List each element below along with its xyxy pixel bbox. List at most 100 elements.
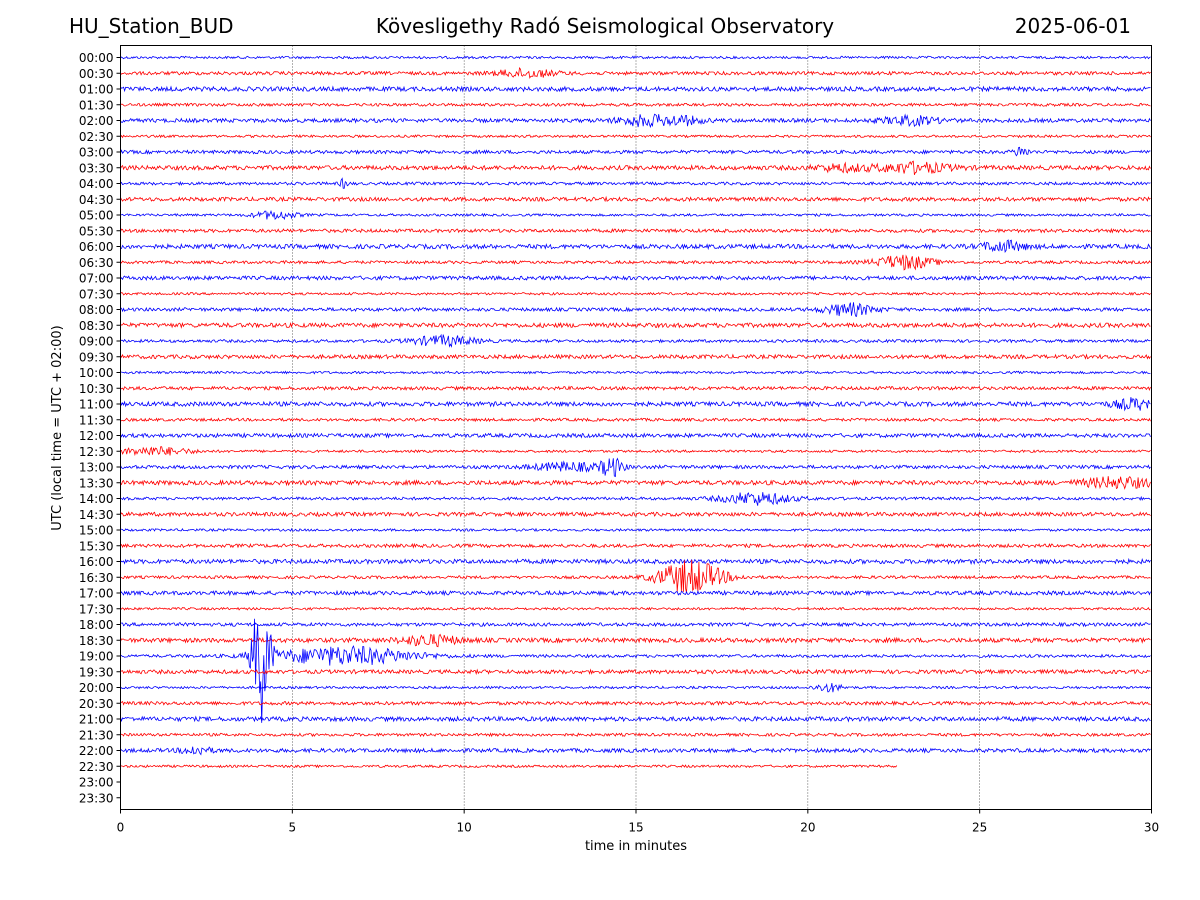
y-tick-label-03:00: 03:00	[79, 146, 114, 160]
seismic-traces	[120, 55, 1151, 769]
observatory-title: Kövesligethy Radó Seismological Observat…	[375, 14, 835, 38]
trace-20:30	[120, 700, 1151, 707]
y-tick-label-22:00: 22:00	[79, 744, 114, 758]
y-axis-label: UTC (local time = UTC + 02:00)	[50, 325, 65, 530]
y-tick-label-13:30: 13:30	[79, 476, 114, 490]
trace-16:00	[120, 557, 1151, 566]
y-tick-label-10:30: 10:30	[79, 382, 114, 396]
trace-08:00	[120, 302, 1151, 317]
x-tick-label-0: 0	[117, 821, 125, 835]
trace-20:00	[120, 683, 1151, 693]
trace-02:30	[120, 134, 1151, 139]
y-tick-label-00:30: 00:30	[79, 67, 114, 81]
trace-12:00	[120, 432, 1151, 439]
y-tick-label-21:30: 21:30	[79, 728, 114, 742]
x-axis-label: time in minutes	[585, 839, 687, 854]
trace-12:30	[120, 446, 1151, 457]
trace-00:00	[120, 55, 1151, 60]
trace-06:00	[120, 239, 1151, 253]
x-tick-label-15: 15	[628, 821, 643, 835]
trace-18:30	[120, 633, 1151, 648]
y-tick-label-13:00: 13:00	[79, 461, 114, 475]
y-tick-label-05:00: 05:00	[79, 209, 114, 223]
trace-17:00	[120, 589, 1151, 597]
trace-04:00	[120, 177, 1151, 189]
y-tick-label-23:00: 23:00	[79, 776, 114, 790]
y-tick-label-08:00: 08:00	[79, 303, 114, 317]
y-tick-label-03:30: 03:30	[79, 161, 114, 175]
trace-13:00	[120, 457, 1151, 478]
trace-21:00	[120, 715, 1151, 723]
y-tick-label-11:00: 11:00	[79, 398, 114, 412]
y-tick-label-07:30: 07:30	[79, 287, 114, 301]
y-tick-label-23:30: 23:30	[79, 791, 114, 805]
y-tick-label-17:30: 17:30	[79, 602, 114, 616]
trace-06:30	[120, 254, 1151, 271]
y-tick-label-14:30: 14:30	[79, 508, 114, 522]
trace-19:00	[120, 618, 1151, 723]
trace-04:30	[120, 195, 1151, 203]
trace-22:30	[120, 764, 898, 769]
y-tick-label-15:00: 15:00	[79, 524, 114, 538]
y-tick-label-21:00: 21:00	[79, 713, 114, 727]
y-tick-label-04:30: 04:30	[79, 193, 114, 207]
grid-lines	[292, 45, 980, 810]
trace-18:00	[120, 621, 1151, 628]
trace-09:30	[120, 353, 1151, 360]
trace-15:30	[120, 542, 1151, 549]
y-tick-label-22:30: 22:30	[79, 760, 114, 774]
y-tick-label-09:30: 09:30	[79, 350, 114, 364]
y-tick-label-02:00: 02:00	[79, 114, 114, 128]
trace-07:00	[120, 274, 1151, 282]
station-title: HU_Station_BUD	[69, 14, 234, 38]
trace-03:00	[120, 146, 1151, 157]
trace-05:30	[120, 227, 1151, 234]
y-tick-label-17:00: 17:00	[79, 587, 114, 601]
trace-05:00	[120, 209, 1151, 221]
trace-10:00	[120, 370, 1151, 375]
trace-21:30	[120, 732, 1151, 738]
trace-13:30	[120, 476, 1151, 490]
y-tick-label-00:00: 00:00	[79, 51, 114, 65]
y-tick-label-01:00: 01:00	[79, 83, 114, 97]
y-tick-label-18:00: 18:00	[79, 618, 114, 632]
y-tick-label-12:30: 12:30	[79, 445, 114, 459]
trace-22:00	[120, 746, 1151, 756]
y-tick-label-20:00: 20:00	[79, 681, 114, 695]
y-tick-label-11:30: 11:30	[79, 413, 114, 427]
trace-09:00	[120, 333, 1151, 348]
y-tick-label-15:30: 15:30	[79, 539, 114, 553]
y-tick-label-08:30: 08:30	[79, 319, 114, 333]
y-tick-label-14:00: 14:00	[79, 492, 114, 506]
date-title: 2025-06-01	[1014, 14, 1131, 38]
trace-14:30	[120, 511, 1151, 518]
y-tick-label-12:00: 12:00	[79, 429, 114, 443]
trace-01:00	[120, 85, 1151, 93]
x-tick-label-5: 5	[289, 821, 297, 835]
y-tick-label-19:30: 19:30	[79, 665, 114, 679]
trace-00:30	[120, 67, 1151, 79]
trace-17:30	[120, 606, 1151, 611]
y-tick-label-02:30: 02:30	[79, 130, 114, 144]
trace-01:30	[120, 102, 1151, 108]
x-tick-label-30: 30	[1144, 821, 1159, 835]
trace-10:30	[120, 385, 1151, 392]
x-tick-label-10: 10	[457, 821, 472, 835]
y-tick-label-01:30: 01:30	[79, 98, 114, 112]
y-tick-label-06:30: 06:30	[79, 256, 114, 270]
trace-02:00	[120, 113, 1151, 129]
y-tick-label-09:00: 09:00	[79, 335, 114, 349]
x-tick-label-25: 25	[972, 821, 987, 835]
y-tick-label-20:30: 20:30	[79, 697, 114, 711]
trace-16:30	[120, 559, 1151, 593]
y-tick-label-19:00: 19:00	[79, 650, 114, 664]
trace-14:00	[120, 492, 1151, 506]
x-tick-label-20: 20	[800, 821, 815, 835]
y-tick-label-16:30: 16:30	[79, 571, 114, 585]
x-axis-ticks: 0 5 10 15 20 25 30	[117, 809, 1159, 835]
y-tick-label-07:00: 07:00	[79, 272, 114, 286]
y-tick-label-16:00: 16:00	[79, 555, 114, 569]
y-tick-label-06:00: 06:00	[79, 240, 114, 254]
